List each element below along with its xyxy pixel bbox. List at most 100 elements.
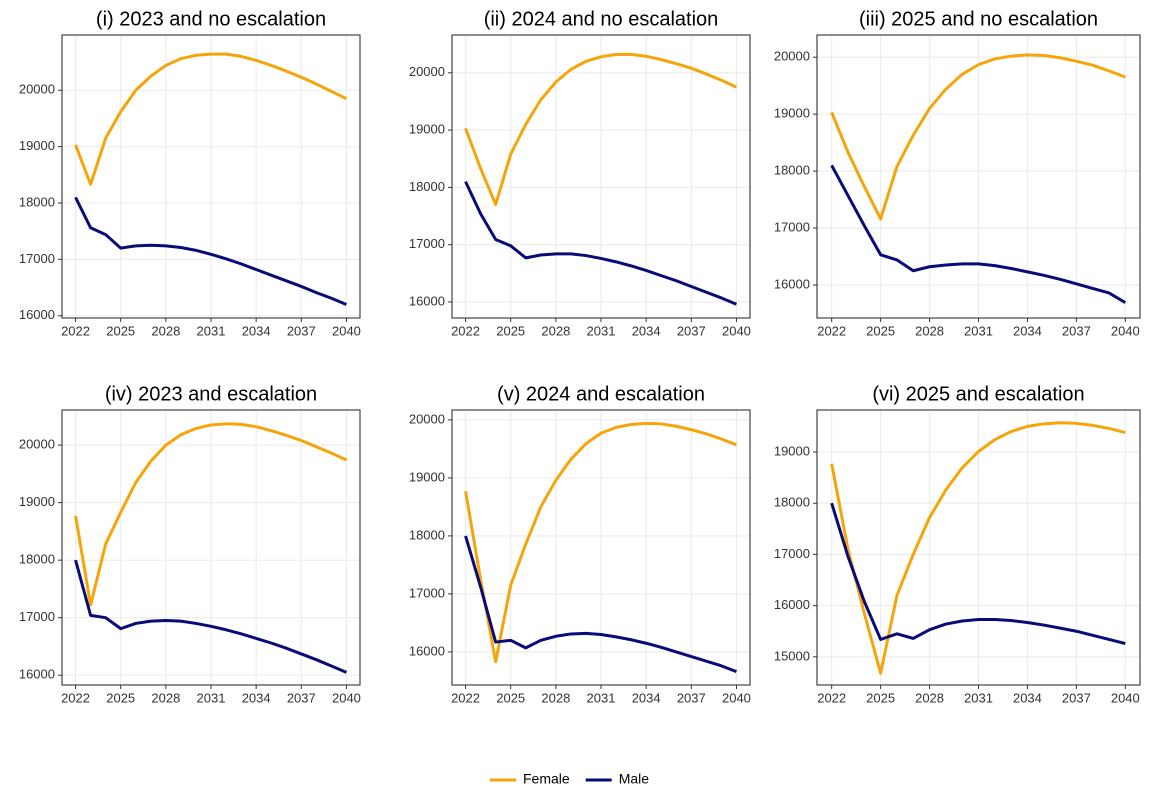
x-tick-label: 2040 [332,690,361,705]
x-tick-label: 2028 [915,690,944,705]
x-tick-label: 2040 [332,323,361,338]
y-tick-label: 19000 [19,494,55,509]
x-tick-label: 2034 [632,323,661,338]
x-tick-label: 2040 [1111,690,1140,705]
series-line [464,181,738,306]
x-tick-label: 2028 [151,690,180,705]
panel-title: (i) 2023 and no escalation [96,8,326,30]
plot-frame [451,34,751,319]
panel-title: (vi) 2025 and escalation [872,383,1084,405]
x-tick-label: 2031 [964,323,993,338]
x-tick-label: 2028 [151,323,180,338]
series-line [464,535,737,674]
x-tick-label: 2028 [541,690,570,705]
y-tick-label: 19000 [409,469,445,484]
panel: (v) 2024 and escalation 16000 17000 18000 19… [409,383,751,705]
y-tick-label: 15000 [774,648,810,663]
series-line [830,502,1126,645]
x-tick-label: 2040 [1111,323,1140,338]
x-tick-label: 2022 [817,323,846,338]
legend: Female Male [490,771,649,787]
x-tick-label: 2034 [242,690,271,705]
y-tick-label: 17000 [774,546,810,561]
x-tick-label: 2034 [1013,323,1042,338]
y-tick-label: 20000 [19,437,55,452]
panel: (iii) 2025 and no escalation 16000 17000 18… [774,8,1141,338]
x-tick-label: 2031 [587,690,616,705]
x-tick-label: 2031 [964,690,993,705]
y-tick-label: 16000 [19,307,55,322]
y-tick-label: 20000 [409,411,445,426]
y-tick-label: 20000 [774,49,810,64]
y-tick-label: 17000 [409,236,445,251]
y-tick-label: 16000 [774,597,810,612]
x-tick-label: 2025 [866,323,895,338]
series-line [830,421,1126,675]
plot-frame [816,34,1141,319]
y-tick-label: 18000 [19,194,55,209]
plot-frame [451,409,751,686]
y-tick-label: 18000 [409,179,445,194]
panel-title: (iii) 2025 and no escalation [859,8,1098,30]
y-tick-label: 16000 [774,276,810,291]
x-tick-label: 2022 [817,690,846,705]
y-tick-label: 16000 [19,667,55,682]
x-tick-label: 2031 [587,323,616,338]
y-tick-label: 19000 [19,138,55,153]
x-tick-label: 2031 [197,323,226,338]
panel: (iv) 2023 and escalation 16000 17000 18000 1… [19,383,361,705]
series-line [74,196,348,306]
x-tick-label: 2034 [242,323,271,338]
x-tick-label: 2037 [1062,690,1091,705]
plot-frame [61,34,361,319]
x-tick-label: 2037 [287,323,316,338]
y-tick-label: 16000 [409,293,445,308]
y-tick-label: 17000 [19,251,55,266]
x-tick-label: 2031 [197,690,226,705]
series-line [74,52,348,186]
x-tick-label: 2022 [451,323,480,338]
x-tick-label: 2025 [496,323,525,338]
series-line [464,421,737,664]
x-tick-label: 2022 [451,690,480,705]
y-tick-label: 19000 [774,106,810,121]
x-tick-label: 2034 [632,690,661,705]
panel-title: (iv) 2023 and escalation [105,383,317,405]
x-tick-label: 2034 [1013,690,1042,705]
series-line [74,559,348,674]
x-tick-label: 2028 [915,323,944,338]
plot-frame [61,409,361,686]
x-tick-label: 2022 [61,323,90,338]
legend-label: Female [523,771,570,787]
x-tick-label: 2037 [677,690,706,705]
x-tick-label: 2025 [106,323,135,338]
x-tick-label: 2037 [677,323,706,338]
x-tick-label: 2028 [541,323,570,338]
series-line [830,164,1127,304]
x-tick-label: 2040 [722,323,751,338]
y-tick-label: 18000 [409,527,445,542]
series-line [830,53,1126,221]
legend-label: Male [619,771,650,787]
y-tick-label: 19000 [774,443,810,458]
y-tick-label: 17000 [409,585,445,600]
y-tick-label: 17000 [774,219,810,234]
plot-frame [816,409,1141,686]
x-tick-label: 2025 [496,690,525,705]
panel: (i) 2023 and no escalation 16000 17000 1800… [19,8,361,338]
x-tick-label: 2025 [866,690,895,705]
y-tick-label: 18000 [19,552,55,567]
x-tick-label: 2037 [287,690,316,705]
panel-title: (ii) 2024 and no escalation [484,8,719,30]
y-tick-label: 18000 [774,495,810,510]
y-tick-label: 19000 [409,122,445,137]
y-tick-label: 18000 [774,163,810,178]
y-tick-label: 20000 [409,64,445,79]
panel: (vi) 2025 and escalation 15000 16000 17000 1… [774,383,1141,705]
series-line [74,422,348,607]
x-tick-label: 2022 [61,690,90,705]
y-tick-label: 17000 [19,609,55,624]
panel: (ii) 2024 and no escalation 16000 17000 180… [409,8,751,338]
x-tick-label: 2037 [1062,323,1091,338]
